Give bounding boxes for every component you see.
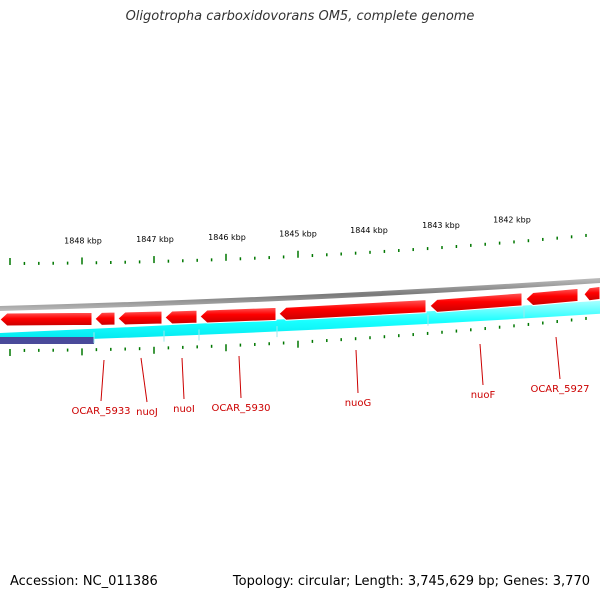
label-leader-line <box>140 357 148 403</box>
gene-arrow <box>164 309 198 325</box>
label-leader-line <box>238 355 242 399</box>
tick-labels: 1848 kbp 1847 kbp 1846 kbp 1845 kbp 1844 kbp… <box>64 216 531 246</box>
backbone-track <box>0 278 600 311</box>
gene-label: OCAR_5927 <box>530 384 589 395</box>
gene-arrow <box>117 310 163 326</box>
gene-label: nuoG <box>345 398 372 409</box>
genome-summary-text: Topology: circular; Length: 3,745,629 bp… <box>232 574 590 589</box>
accession-text: Accession: NC_011386 <box>10 574 158 589</box>
gene-arrow <box>583 285 600 302</box>
gene-label: nuoJ <box>136 407 158 418</box>
top-tick-marks <box>9 233 587 265</box>
gene-arrow <box>278 299 427 321</box>
scale-label: 1843 kbp <box>422 221 460 230</box>
scale-label: 1845 kbp <box>279 230 317 239</box>
feature-segment <box>0 337 94 344</box>
gene-labels: OCAR_5933 nuoJ nuoI OCAR_5930 nuoG nuoF OCAR_5… <box>71 336 590 418</box>
gene-features <box>0 285 600 327</box>
scale-label: 1842 kbp <box>493 216 531 225</box>
label-leader-line <box>355 349 359 394</box>
gene-label: nuoF <box>471 390 496 401</box>
label-leader-line <box>100 359 105 402</box>
scale-label: 1846 kbp <box>208 233 246 242</box>
bottom-tick-marks <box>9 316 587 356</box>
gene-label: OCAR_5930 <box>211 403 270 414</box>
label-leader-line <box>555 336 561 380</box>
label-leader-line <box>181 357 185 400</box>
gene-arrow <box>199 306 277 324</box>
gene-arrow <box>429 292 523 313</box>
gene-label: OCAR_5933 <box>71 406 130 417</box>
scale-label: 1848 kbp <box>64 236 102 245</box>
gene-arrow <box>0 311 93 327</box>
scale-label: 1844 kbp <box>350 226 388 235</box>
label-leader-line <box>479 343 484 386</box>
gene-arrow <box>525 287 579 307</box>
map-title: Oligotropha carboxidovorans OM5, complet… <box>125 9 475 24</box>
gene-arrow <box>94 311 116 326</box>
scale-label: 1847 kbp <box>136 235 174 244</box>
gene-label: nuoI <box>173 404 195 415</box>
